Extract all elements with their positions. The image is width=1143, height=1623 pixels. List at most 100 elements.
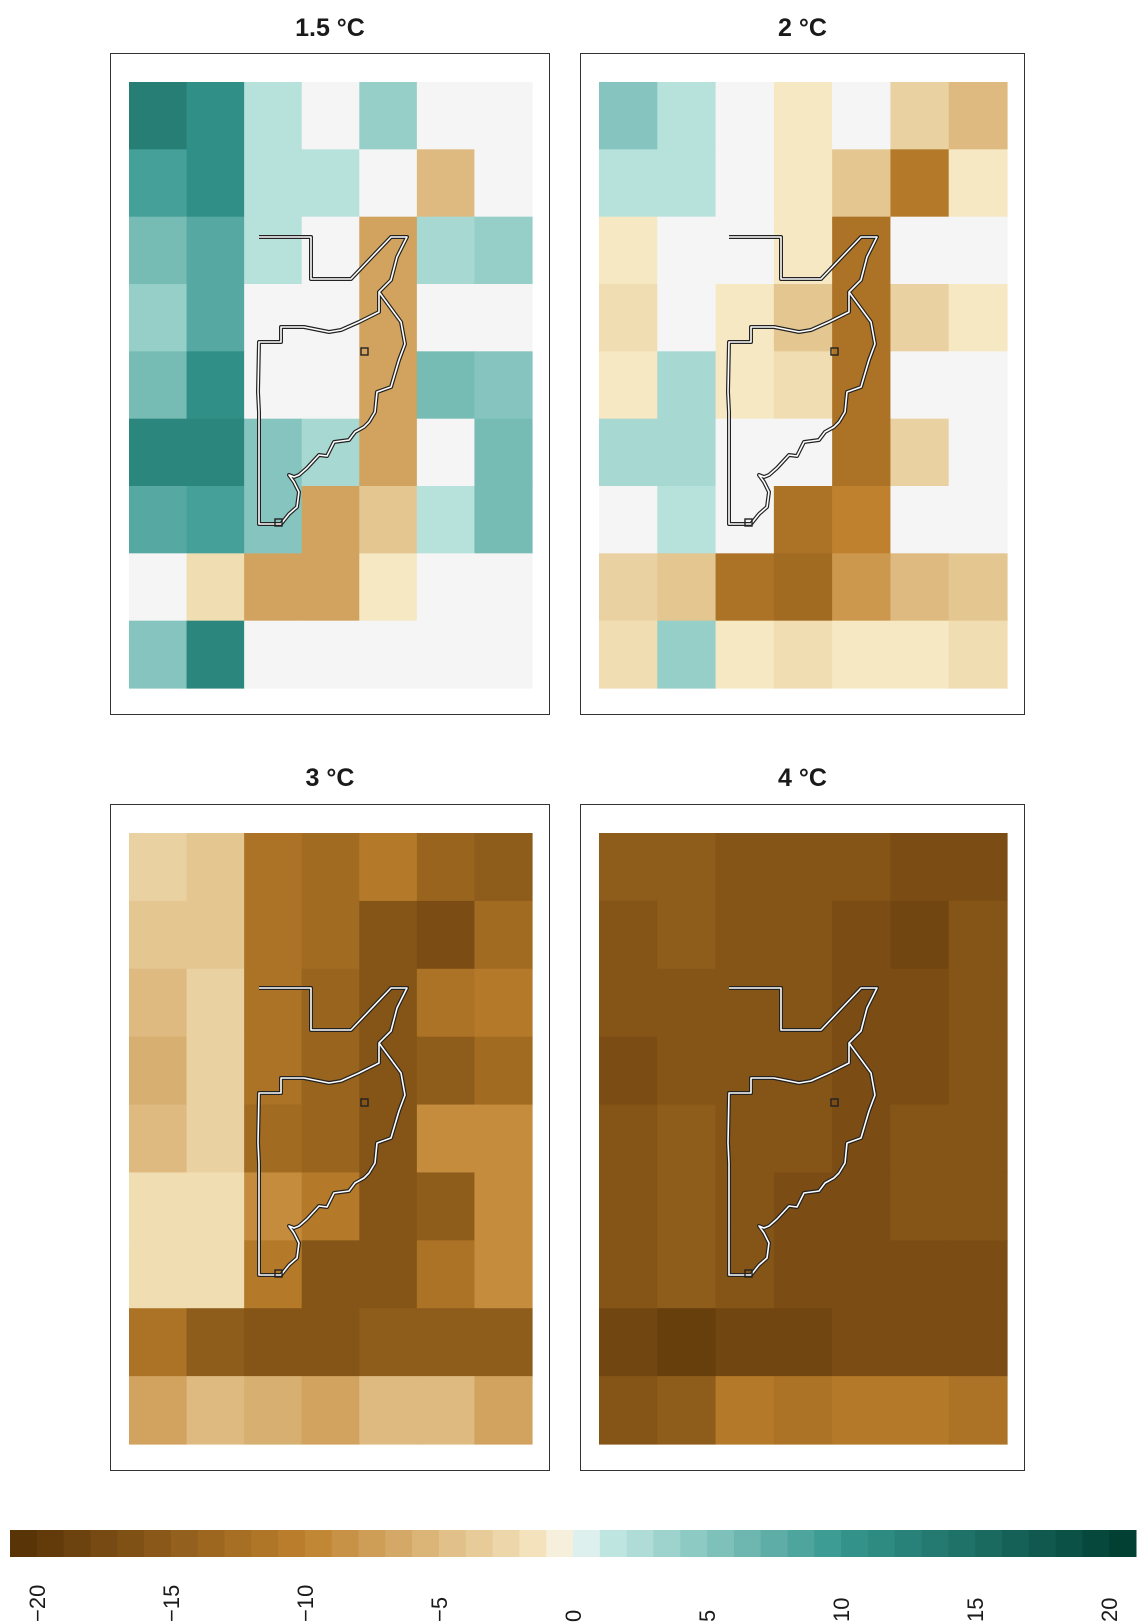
- heatmap-cell: [599, 216, 658, 285]
- heatmap-cell: [416, 1240, 476, 1309]
- map-frame: [580, 804, 1025, 1471]
- panel-title: 2 °C: [778, 14, 827, 42]
- heatmap-cell: [186, 620, 245, 689]
- heatmap-cell: [599, 486, 658, 554]
- panel-title: 4 °C: [778, 764, 827, 792]
- heatmap-cell: [599, 1308, 658, 1377]
- heatmap-cell: [890, 149, 950, 218]
- heatmap-cell: [416, 351, 476, 420]
- colorbar-swatch: [304, 1530, 333, 1557]
- colorbar-swatch: [278, 1530, 306, 1557]
- heatmap-cell: [186, 149, 245, 218]
- heatmap-cell: [416, 968, 476, 1038]
- heatmap-cell: [715, 833, 775, 902]
- colorbar-swatch: [841, 1530, 869, 1557]
- map-frame: [110, 804, 550, 1471]
- colorbar-swatch: [465, 1530, 494, 1557]
- heatmap-cell: [715, 1308, 775, 1377]
- colorbar-swatch: [1001, 1530, 1030, 1557]
- heatmap-cell: [948, 833, 1008, 902]
- heatmap-cell: [890, 418, 950, 487]
- colorbar-swatch: [787, 1530, 815, 1557]
- colorbar-swatch: [653, 1530, 681, 1557]
- heatmap-cell: [129, 1240, 188, 1309]
- heatmap-cell: [948, 149, 1008, 218]
- heatmap-cell: [359, 351, 418, 420]
- heatmap-cell: [948, 900, 1008, 970]
- heatmap-cell: [657, 418, 717, 487]
- heatmap-cell: [832, 1240, 892, 1309]
- heatmap-cell: [715, 1104, 775, 1174]
- heatmap-cell: [244, 1104, 303, 1174]
- heatmap-cell: [244, 82, 303, 150]
- colorbar-swatch: [438, 1530, 467, 1557]
- heatmap-cell: [129, 900, 188, 970]
- heatmap-cell: [416, 1172, 476, 1241]
- heatmap-cell: [832, 1172, 892, 1241]
- heatmap-cell: [832, 900, 892, 970]
- heatmap-cell: [244, 620, 303, 689]
- heatmap-cell: [773, 553, 833, 622]
- heatmap-cell: [948, 553, 1008, 622]
- heatmap-cell: [890, 553, 950, 622]
- heatmap-cell: [474, 900, 533, 970]
- heatmap-cell: [474, 968, 533, 1038]
- heatmap-cell: [186, 1376, 245, 1445]
- heatmap-cell: [416, 1376, 476, 1445]
- colorbar-swatch: [385, 1530, 413, 1557]
- colorbar-swatch: [36, 1530, 65, 1557]
- heatmap-cell: [474, 149, 533, 218]
- heatmap-cell: [186, 82, 245, 150]
- colorbar-swatch: [224, 1530, 252, 1557]
- heatmap-cell: [657, 620, 717, 689]
- heatmap-cell: [599, 833, 658, 902]
- heatmap-cell: [715, 82, 775, 150]
- heatmap-cell: [474, 1172, 533, 1241]
- heatmap-cell: [890, 1240, 950, 1309]
- heatmap-cell: [599, 553, 658, 622]
- colorbar-tick-label: −15: [159, 1585, 184, 1622]
- heatmap-cell: [359, 1172, 418, 1241]
- heatmap-cell: [359, 216, 418, 285]
- heatmap-cell: [301, 486, 360, 554]
- heatmap-cell: [186, 553, 245, 622]
- heatmap-cell: [186, 900, 245, 970]
- heatmap-cell: [948, 1376, 1008, 1445]
- heatmap-cell: [599, 1104, 658, 1174]
- heatmap-cell: [773, 1308, 833, 1377]
- boundary-outline: [256, 986, 409, 1278]
- heatmap-cell: [890, 1036, 950, 1106]
- heatmap-cell: [244, 351, 303, 420]
- heatmap-cells: [599, 833, 1008, 1445]
- heatmap-cell: [657, 1104, 717, 1174]
- heatmap-cell: [599, 968, 658, 1038]
- heatmap-cell: [948, 82, 1008, 150]
- colorbar-swatch: [251, 1530, 279, 1557]
- panel-title: 3 °C: [305, 764, 355, 792]
- heatmap-cell: [599, 1036, 658, 1106]
- heatmap-cell: [301, 553, 360, 622]
- heatmap: [129, 833, 533, 1445]
- boundary-outline: [726, 986, 879, 1278]
- heatmap-cell: [129, 351, 188, 420]
- heatmap-cell: [186, 216, 245, 285]
- heatmap-cell: [129, 216, 188, 285]
- colorbar-tick-label: 5: [695, 1610, 720, 1622]
- panel-3c: 3 °C: [110, 750, 550, 1495]
- colorbar-swatch: [1028, 1530, 1057, 1557]
- heatmap: [599, 82, 1008, 689]
- heatmap-cell: [359, 82, 418, 150]
- heatmap-cell: [186, 968, 245, 1038]
- heatmap-cell: [186, 833, 245, 902]
- heatmap-cell: [599, 351, 658, 420]
- colorbar-tick-label: 15: [963, 1598, 988, 1622]
- heatmap-cell: [657, 1308, 717, 1377]
- heatmap-cell: [657, 900, 717, 970]
- heatmap-cell: [890, 216, 950, 285]
- heatmap-cell: [715, 216, 775, 285]
- heatmap-cell: [657, 284, 717, 352]
- colorbar-swatch: [894, 1530, 923, 1557]
- colorbar-tick-label: −10: [293, 1585, 318, 1622]
- heatmap-cell: [359, 968, 418, 1038]
- heatmap-cell: [948, 1036, 1008, 1106]
